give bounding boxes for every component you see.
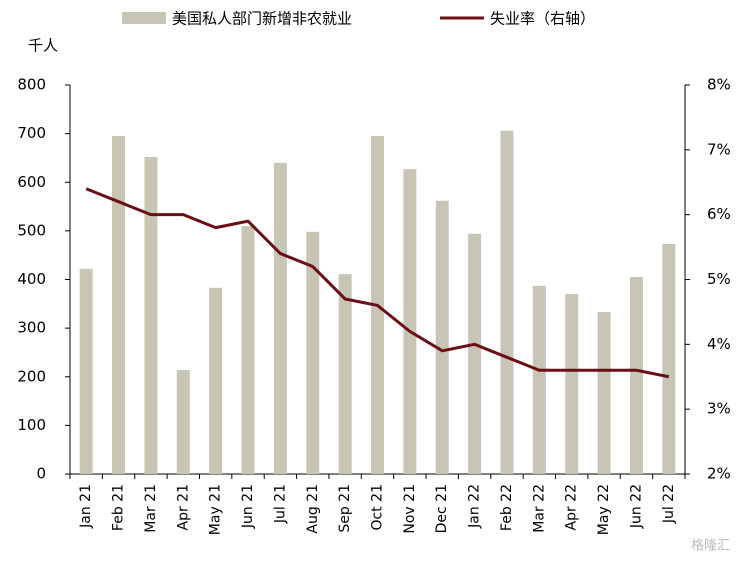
y-tick-label: 200 — [17, 367, 46, 385]
x-tick-label: May 21 — [208, 484, 224, 535]
bar — [144, 156, 158, 474]
x-tick-label: May 22 — [596, 484, 612, 535]
bar — [176, 369, 190, 474]
bar — [468, 233, 482, 474]
x-tick-label: Apr 21 — [175, 484, 191, 530]
x-tick-label: Dec 21 — [434, 484, 450, 533]
y-tick-label: 600 — [17, 173, 46, 191]
bar — [403, 169, 417, 474]
x-tick-label: Jul 22 — [661, 484, 677, 524]
x-tick-label: Aug 21 — [305, 484, 321, 534]
x-tick-label: Mar 22 — [531, 484, 547, 533]
watermark: 格隆汇 — [691, 538, 730, 554]
y-axis-label: 千人 — [28, 37, 58, 55]
bar — [112, 136, 126, 474]
y-tick-label: 0 — [36, 465, 46, 483]
legend-label: 美国私人部门新增非农就业 — [172, 10, 352, 28]
x-tick-label: Feb 21 — [111, 484, 127, 531]
bar — [241, 226, 255, 474]
x-tick-label: Jan 21 — [78, 484, 94, 529]
y-tick-label: 700 — [17, 124, 46, 142]
legend-swatch — [122, 12, 166, 24]
y2-tick-label: 4% — [707, 335, 731, 353]
bar — [532, 285, 546, 474]
line — [85, 187, 670, 379]
bar — [306, 231, 320, 474]
x-tick-label: Nov 21 — [402, 484, 418, 534]
y2-tick-label: 6% — [707, 205, 731, 223]
bar — [338, 274, 352, 474]
bar — [209, 287, 223, 474]
x-tick-label: Sep 21 — [337, 484, 353, 533]
bar — [629, 277, 643, 474]
x-tick-label: Jul 21 — [272, 484, 288, 524]
y2-tick-label: 8% — [707, 76, 731, 94]
y2-tick-label: 7% — [707, 140, 731, 158]
bar — [565, 294, 579, 474]
bar — [273, 162, 287, 475]
y-tick-label: 100 — [17, 416, 46, 434]
y-tick-label: 800 — [17, 76, 46, 94]
y-tick-label: 500 — [17, 221, 46, 239]
y2-tick-label: 3% — [707, 400, 731, 418]
x-tick-label: Jun 21 — [240, 484, 256, 529]
x-tick-label: Feb 22 — [499, 484, 515, 531]
y2-tick-label: 2% — [707, 465, 731, 483]
legend-label: 失业率（右轴） — [490, 10, 595, 28]
x-tick-label: Jan 22 — [467, 484, 483, 529]
x-tick-label: Mar 21 — [143, 484, 159, 533]
x-tick-label: Oct 21 — [370, 484, 386, 530]
x-tick-label: Apr 22 — [564, 484, 580, 530]
y2-tick-label: 5% — [707, 270, 731, 288]
bar — [435, 200, 449, 475]
y-tick-label: 400 — [17, 270, 46, 288]
x-tick-label: Jun 22 — [628, 484, 644, 529]
bar — [662, 244, 676, 474]
y-tick-label: 300 — [17, 319, 46, 337]
bar — [597, 312, 611, 474]
bar — [79, 268, 93, 474]
bar — [500, 130, 514, 474]
